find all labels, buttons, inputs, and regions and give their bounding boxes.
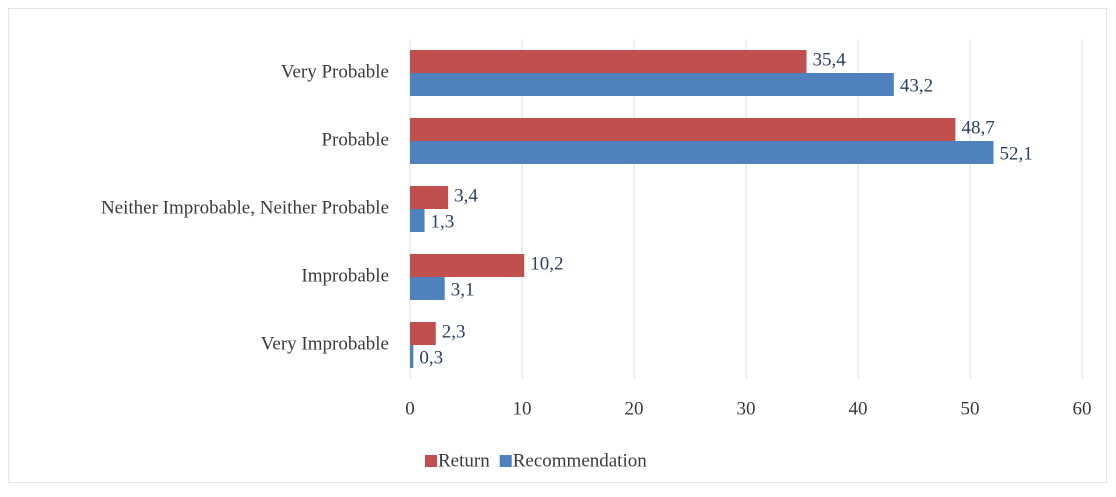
bar [410, 118, 956, 141]
value-label: 1,3 [431, 211, 455, 232]
x-tick-label: 10 [513, 398, 532, 419]
bar [410, 186, 449, 209]
y-tick-label: Probable [321, 129, 389, 150]
bar [410, 345, 414, 368]
x-tick-label: 30 [737, 398, 756, 419]
value-label: 0,3 [419, 347, 443, 368]
legend-swatch [499, 455, 512, 467]
y-tick-label: Very Probable [281, 61, 389, 82]
legend-label: Recommendation [513, 450, 648, 471]
value-label: 43,2 [900, 75, 933, 96]
bar [410, 73, 894, 96]
y-tick-label: Very Improbable [261, 333, 389, 354]
x-tick-label: 20 [625, 398, 644, 419]
bar [410, 50, 807, 73]
value-label: 3,1 [451, 279, 475, 300]
value-label: 48,7 [961, 117, 994, 138]
bar [410, 277, 445, 300]
value-label: 52,1 [1000, 143, 1033, 164]
x-tick-label: 50 [961, 398, 980, 419]
bar [410, 254, 525, 277]
y-tick-label: Neither Improbable, Neither Probable [101, 197, 389, 218]
x-tick-label: 0 [405, 398, 415, 419]
value-label: 2,3 [442, 321, 466, 342]
y-tick-label: Improbable [301, 265, 389, 286]
x-tick-label: 40 [849, 398, 868, 419]
value-label: 3,4 [454, 185, 478, 206]
legend-swatch [425, 455, 437, 467]
value-label: 35,4 [812, 49, 846, 70]
bar [410, 141, 994, 164]
bar [410, 322, 436, 345]
bar [410, 209, 425, 232]
x-tick-label: 60 [1073, 398, 1092, 419]
legend-label: Return [438, 450, 490, 471]
value-label: 10,2 [530, 253, 563, 274]
